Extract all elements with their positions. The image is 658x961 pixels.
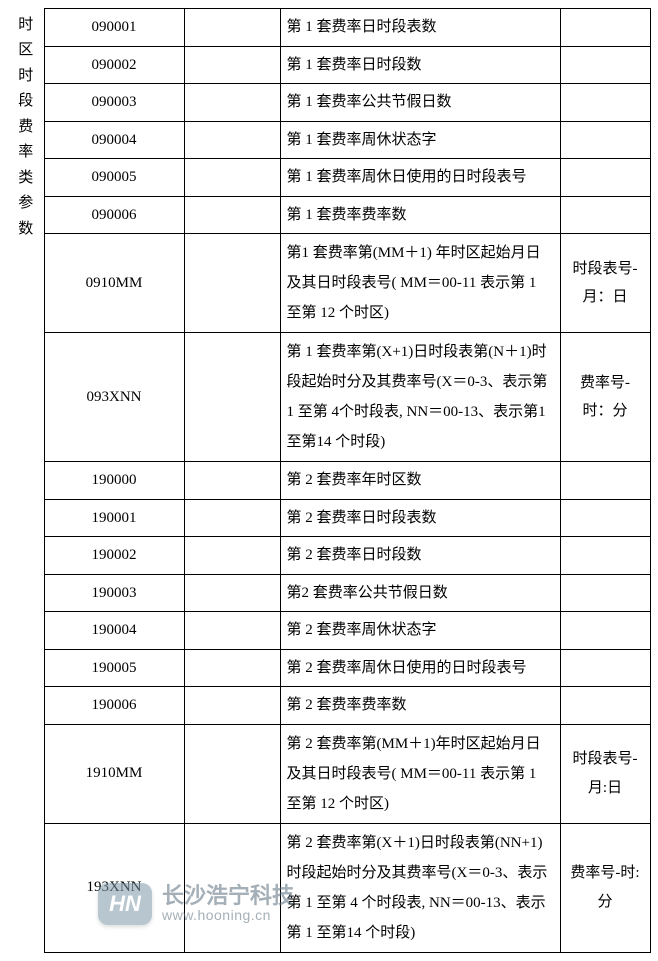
description-cell: 第 2 套费率周休日使用的日时段表号 [280, 649, 560, 687]
note-cell [560, 9, 650, 47]
blank-cell [184, 574, 280, 612]
blank-cell [184, 9, 280, 47]
category-label-char: 类 [14, 166, 38, 192]
table-body: 时区时段费率类参数090001第 1 套费率日时段表数090002第 1 套费率… [8, 9, 650, 953]
table-row: 090002 第 1 套费率日时段数 [8, 46, 650, 84]
description-cell: 第 1 套费率周休状态字 [280, 121, 560, 159]
table-row: 090003 第 1 套费率公共节假日数 [8, 84, 650, 122]
description-cell: 第 1 套费率公共节假日数 [280, 84, 560, 122]
category-label-char: 数 [14, 217, 38, 243]
note-cell [560, 687, 650, 725]
note-cell [560, 46, 650, 84]
blank-cell [184, 649, 280, 687]
code-cell: 090001 [44, 9, 184, 47]
table-row: 090005 第 1 套费率周休日使用的日时段表号 [8, 159, 650, 197]
description-cell: 第 1 套费率费率数 [280, 196, 560, 234]
blank-cell [184, 724, 280, 823]
table-row: 090004 第 1 套费率周休状态字 [8, 121, 650, 159]
table-row: 190004 第 2 套费率周休状态字 [8, 612, 650, 650]
note-cell [560, 159, 650, 197]
code-cell: 190004 [44, 612, 184, 650]
description-cell: 第 1 套费率周休日使用的日时段表号 [280, 159, 560, 197]
category-label-char: 参 [14, 191, 38, 217]
code-cell: 090006 [44, 196, 184, 234]
note-cell [560, 499, 650, 537]
note-cell [560, 84, 650, 122]
code-cell: 190005 [44, 649, 184, 687]
blank-cell [184, 159, 280, 197]
description-cell: 第 2 套费率年时区数 [280, 462, 560, 500]
blank-cell [184, 121, 280, 159]
category-label-char: 时 [14, 13, 38, 39]
description-cell: 第 1 套费率日时段数 [280, 46, 560, 84]
note-cell [560, 612, 650, 650]
note-cell [560, 196, 650, 234]
blank-cell [184, 462, 280, 500]
code-cell: 093XNN [44, 333, 184, 462]
code-cell: 190000 [44, 462, 184, 500]
note-cell: 时段表号-月：日 [560, 234, 650, 333]
table-row: 090006 第 1 套费率费率数 [8, 196, 650, 234]
category-label-char: 段 [14, 89, 38, 115]
description-cell: 第 2 套费率日时段数 [280, 537, 560, 575]
blank-cell [184, 46, 280, 84]
category-label: 时区时段费率类参数 [8, 9, 44, 953]
category-label-char: 率 [14, 140, 38, 166]
code-cell: 090004 [44, 121, 184, 159]
blank-cell [184, 823, 280, 952]
tariff-parameter-table: 时区时段费率类参数090001第 1 套费率日时段表数090002第 1 套费率… [8, 8, 651, 953]
table-row: 093XNN 第 1 套费率第(X+1)日时段表第(N＋1)时段起始时分及其费率号… [8, 333, 650, 462]
code-cell: 1910MM [44, 724, 184, 823]
description-cell: 第 1 套费率日时段表数 [280, 9, 560, 47]
blank-cell [184, 687, 280, 725]
category-label-char: 费 [14, 115, 38, 141]
description-cell: 第 2 套费率日时段表数 [280, 499, 560, 537]
note-cell [560, 649, 650, 687]
description-cell: 第1 套费率第(MM＋1) 年时区起始月日及其日时段表号( MM＝00-11 表… [280, 234, 560, 333]
note-cell: 费率号-时:分 [560, 823, 650, 952]
blank-cell [184, 499, 280, 537]
description-cell: 第 2 套费率费率数 [280, 687, 560, 725]
note-cell [560, 121, 650, 159]
code-cell: 190001 [44, 499, 184, 537]
note-cell: 费率号-时：分 [560, 333, 650, 462]
description-cell: 第 1 套费率第(X+1)日时段表第(N＋1)时段起始时分及其费率号(X＝0-3… [280, 333, 560, 462]
code-cell: 193XNN [44, 823, 184, 952]
description-cell: 第2 套费率公共节假日数 [280, 574, 560, 612]
table-row: 190005 第 2 套费率周休日使用的日时段表号 [8, 649, 650, 687]
table-row: 1910MM 第 2 套费率第(MM＋1)年时区起始月日及其日时段表号( MM＝0… [8, 724, 650, 823]
code-cell: 090003 [44, 84, 184, 122]
code-cell: 090005 [44, 159, 184, 197]
blank-cell [184, 196, 280, 234]
table-row: 190002 第 2 套费率日时段数 [8, 537, 650, 575]
code-cell: 090002 [44, 46, 184, 84]
blank-cell [184, 234, 280, 333]
table-row: 190003 第2 套费率公共节假日数 [8, 574, 650, 612]
blank-cell [184, 333, 280, 462]
blank-cell [184, 84, 280, 122]
table-row: 193XNN 第 2 套费率第(X＋1)日时段表第(NN+1)时段起始时分及其费率… [8, 823, 650, 952]
note-cell [560, 537, 650, 575]
table-row: 时区时段费率类参数090001第 1 套费率日时段表数 [8, 9, 650, 47]
category-label-char: 区 [14, 38, 38, 64]
code-cell: 0910MM [44, 234, 184, 333]
table-row: 190000 第 2 套费率年时区数 [8, 462, 650, 500]
code-cell: 190006 [44, 687, 184, 725]
table-row: 190001 第 2 套费率日时段表数 [8, 499, 650, 537]
blank-cell [184, 612, 280, 650]
table-row: 190006 第 2 套费率费率数 [8, 687, 650, 725]
category-label-char: 时 [14, 64, 38, 90]
note-cell: 时段表号- 月:日 [560, 724, 650, 823]
code-cell: 190003 [44, 574, 184, 612]
description-cell: 第 2 套费率周休状态字 [280, 612, 560, 650]
code-cell: 190002 [44, 537, 184, 575]
description-cell: 第 2 套费率第(X＋1)日时段表第(NN+1)时段起始时分及其费率号(X＝0-… [280, 823, 560, 952]
blank-cell [184, 537, 280, 575]
note-cell [560, 462, 650, 500]
page-wrap: 时区时段费率类参数090001第 1 套费率日时段表数090002第 1 套费率… [8, 8, 650, 953]
note-cell [560, 574, 650, 612]
description-cell: 第 2 套费率第(MM＋1)年时区起始月日及其日时段表号( MM＝00-11 表… [280, 724, 560, 823]
table-row: 0910MM 第1 套费率第(MM＋1) 年时区起始月日及其日时段表号( MM＝0… [8, 234, 650, 333]
